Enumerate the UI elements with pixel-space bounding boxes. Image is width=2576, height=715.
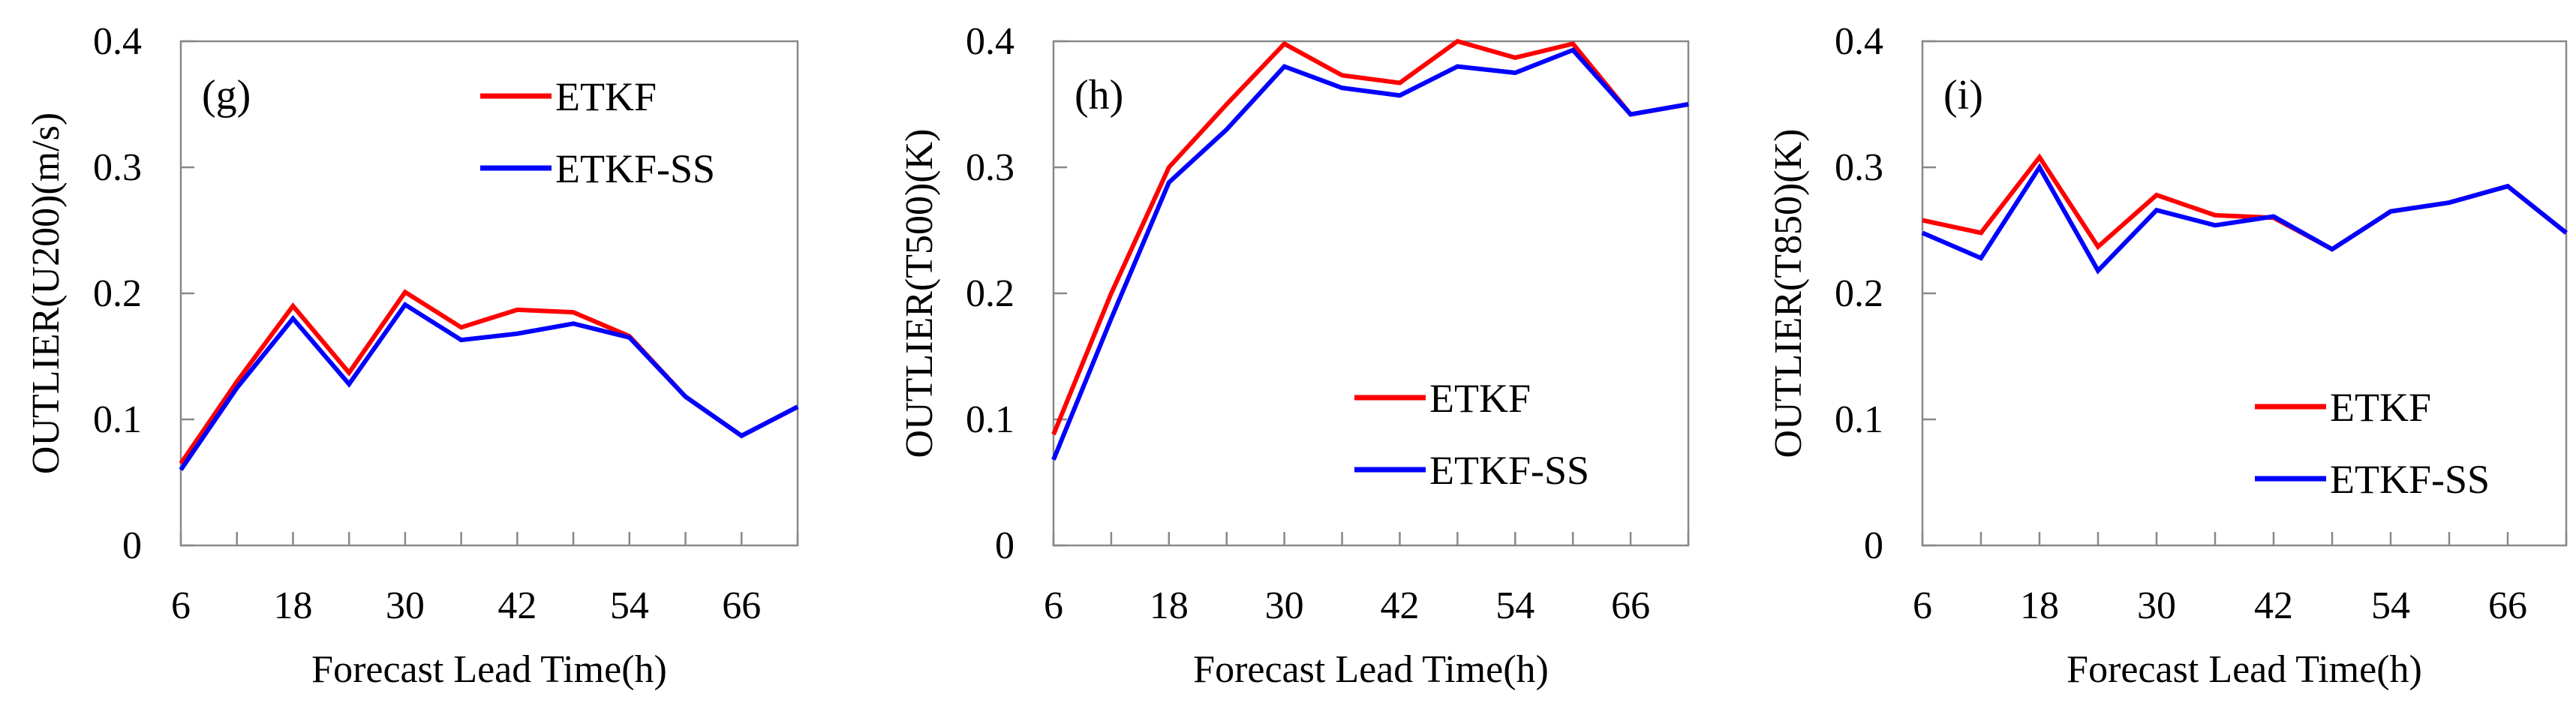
y-tick-label: 0.1	[966, 398, 1014, 441]
y-tick-label: 0.2	[966, 272, 1014, 315]
y-tick-label: 0	[122, 524, 142, 567]
chart-panel-1: 0 0.1 0.2 0.3 0.4 6 18 30 42 54 66 Forecast Lead Ti…	[25, 20, 799, 691]
x-tick-label: 42	[2254, 584, 2293, 627]
series-line-etkf	[1922, 153, 2568, 252]
x-tick-label: 6	[171, 584, 191, 627]
x-tick-label: 42	[497, 584, 537, 627]
series-line-etkf-ss	[1051, 47, 1689, 461]
x-tick-label: 66	[1611, 584, 1650, 627]
y-tick-label: 0.2	[93, 272, 142, 315]
series-line-etkf-ss	[179, 302, 799, 471]
y-tick-label: 0.3	[93, 146, 142, 189]
y-tick-label: 0.4	[1835, 20, 1883, 63]
legend-label-etkf: ETKF	[555, 74, 657, 119]
y-axis-label: OUTLIER(T500)(K)	[898, 129, 941, 458]
y-axis-label: OUTLIER(U200)(m/s)	[25, 113, 68, 474]
x-tick-label: 66	[2488, 584, 2527, 627]
legend-label-etkf-ss: ETKF-SS	[1429, 448, 1589, 493]
x-axis-label: Forecast Lead Time(h)	[1193, 648, 1549, 691]
y-tick-label: 0.1	[1835, 398, 1883, 441]
panel-label: (i)	[1943, 72, 1983, 119]
x-tick-label: 18	[273, 584, 312, 627]
y-tick-label: 0.1	[93, 398, 142, 441]
series-line-etkf-ss	[1921, 163, 2568, 275]
y-axis-label: OUTLIER(T850)(K)	[1767, 129, 1810, 458]
legend-label-etkf-ss: ETKF-SS	[555, 146, 715, 191]
y-tick-label: 0	[995, 524, 1014, 567]
x-tick-label: 18	[2020, 584, 2059, 627]
x-tick-label: 66	[722, 584, 761, 627]
y-tick-label: 0.3	[1835, 146, 1883, 189]
y-tick-label: 0	[1864, 524, 1883, 567]
legend-label-etkf: ETKF	[2330, 385, 2431, 430]
x-tick-label: 54	[2371, 584, 2410, 627]
chart-panel-2: 0 0.1 0.2 0.3 0.4 6 18 30 42 54 66 Forecast Lead Ti…	[898, 20, 1690, 691]
panel-label: (g)	[202, 72, 251, 119]
x-axis-label: Forecast Lead Time(h)	[311, 648, 667, 691]
plot-frame	[179, 40, 799, 547]
panel-label: (h)	[1075, 72, 1123, 119]
x-tick-label: 30	[2137, 584, 2176, 627]
y-tick-label: 0.3	[966, 146, 1014, 189]
y-tick-label: 0.2	[1835, 272, 1883, 315]
legend-label-etkf-ss: ETKF-SS	[2330, 457, 2490, 502]
y-tick-label: 0.4	[93, 20, 142, 63]
x-tick-label: 6	[1913, 584, 1932, 627]
x-tick-label: 30	[386, 584, 425, 627]
legend-label-etkf: ETKF	[1429, 376, 1531, 421]
x-tick-label: 30	[1265, 584, 1304, 627]
x-tick-label: 54	[1495, 584, 1534, 627]
chart-panel-3: 0 0.1 0.2 0.3 0.4 6 18 30 42 54 66 Forecast Lead Ti…	[1767, 20, 2568, 691]
x-tick-label: 18	[1150, 584, 1189, 627]
x-axis-label: Forecast Lead Time(h)	[2067, 648, 2422, 691]
series-line-etkf	[179, 289, 799, 465]
x-tick-label: 6	[1044, 584, 1063, 627]
series-line-etkf	[1051, 38, 1689, 436]
y-tick-label: 0.4	[966, 20, 1014, 63]
x-tick-label: 54	[610, 584, 649, 627]
x-tick-label: 42	[1380, 584, 1419, 627]
